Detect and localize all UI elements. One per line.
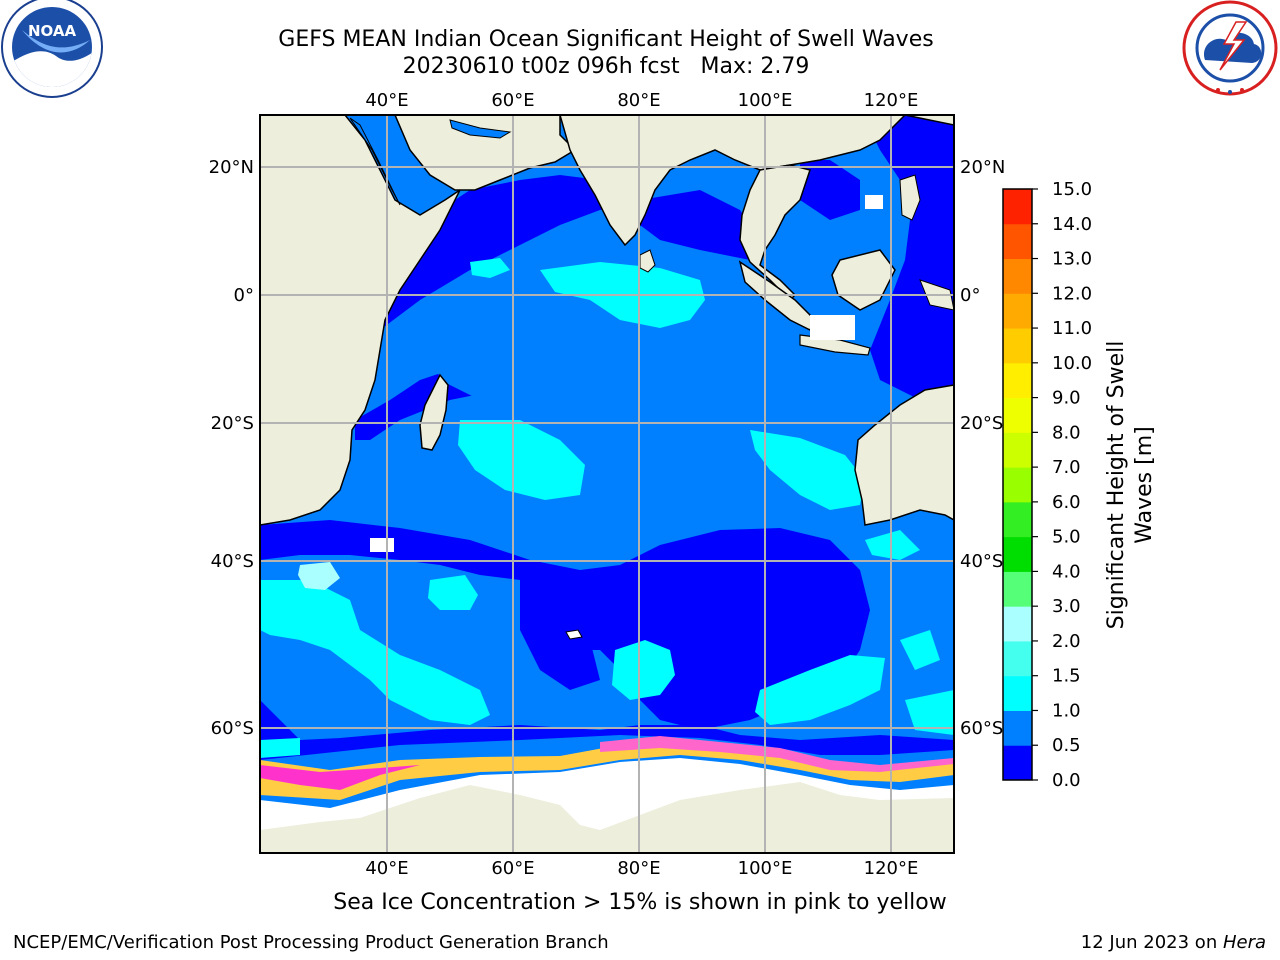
lat-label: 20°N	[960, 157, 1005, 178]
lon-label: 100°E	[738, 858, 793, 879]
colorbar-bin	[1003, 258, 1032, 294]
colorbar-bin	[1003, 710, 1032, 746]
colorbar-bin	[1003, 432, 1032, 468]
colorbar-tick-label: 3.0	[1052, 596, 1081, 617]
colorbar-tick-label: 7.0	[1052, 457, 1081, 478]
colorbar-label-line2: Waves [m]	[1132, 426, 1157, 543]
nws-logo	[1182, 0, 1278, 96]
colorbar-tick-label: 8.0	[1052, 422, 1081, 443]
colorbar-bin	[1003, 606, 1032, 642]
colorbar-tick-label: 1.0	[1052, 700, 1081, 721]
colorbar-bin	[1003, 328, 1032, 364]
colorbar-bin	[1003, 536, 1032, 572]
colorbar: 0.0 0.5 1.0 1.5 2.0 3.0 4.0 5.0 6.0 7.0 8.0 9.0 10.0…	[1002, 179, 1157, 791]
lon-label: 80°E	[617, 90, 660, 111]
lat-label: 40°S	[960, 551, 1003, 572]
footer-credit: NCEP/EMC/Verification Post Processing Pr…	[13, 932, 609, 953]
colorbar-bin	[1003, 745, 1032, 781]
lat-labels-left: 20°N 0° 20°S 40°S 60°S	[209, 157, 254, 739]
australia-land	[854, 384, 954, 526]
colorbar-bin	[1003, 675, 1032, 711]
colorbar-tick-label: 0.5	[1052, 735, 1081, 756]
footer-date: 12 Jun 2023 on Hera	[1081, 932, 1266, 953]
colorbar-tick-label: 0.0	[1052, 770, 1081, 791]
lat-label: 0°	[960, 285, 980, 306]
colorbar-tick-label: 9.0	[1052, 388, 1081, 409]
lat-labels-right: 20°N 0° 20°S 40°S 60°S	[960, 157, 1005, 739]
lat-label: 20°S	[211, 413, 254, 434]
colorbar-bin	[1003, 223, 1032, 260]
noaa-logo: NOAA	[1, 0, 103, 98]
lon-label: 60°E	[491, 90, 534, 111]
colorbar-bins	[1003, 189, 1032, 781]
colorbar-tick-label: 6.0	[1052, 492, 1081, 513]
sea-ice-note: Sea Ice Concentration > 15% is shown in …	[333, 890, 947, 915]
asia-land	[559, 115, 954, 247]
map-panel	[260, 115, 954, 853]
map-title: GEFS MEAN Indian Ocean Significant Heigh…	[278, 27, 934, 52]
colorbar-bin	[1003, 189, 1032, 225]
colorbar-label-line1: Significant Height of Swell	[1104, 341, 1129, 630]
lat-label: 0°	[234, 285, 254, 306]
colorbar-tick-label: 1.5	[1052, 666, 1081, 687]
sea-ice-band	[260, 736, 954, 800]
footer-host: Hera	[1222, 932, 1266, 953]
footer-date-text: 12 Jun 2023 on	[1080, 932, 1223, 953]
lat-label: 20°S	[960, 413, 1003, 434]
colorbar-tick-label: 11.0	[1052, 318, 1092, 339]
lat-label: 40°S	[211, 551, 254, 572]
madagascar-land	[419, 373, 449, 451]
lon-label: 80°E	[617, 858, 660, 879]
lat-label: 20°N	[209, 157, 254, 178]
kerguelen-island	[565, 629, 583, 640]
colorbar-tick-label: 10.0	[1052, 353, 1092, 374]
colorbar-tick-label: 13.0	[1052, 249, 1092, 270]
colorbar-bin	[1003, 571, 1032, 607]
colorbar-tick-label: 5.0	[1052, 527, 1081, 548]
colorbar-tick-label: 12.0	[1052, 283, 1092, 304]
colorbar-ticks: 0.0 0.5 1.0 1.5 2.0 3.0 4.0 5.0 6.0 7.0 8.0 9.0 10.0…	[1032, 179, 1092, 791]
lat-label: 60°S	[960, 718, 1003, 739]
colorbar-bin	[1003, 362, 1032, 399]
lon-label: 120°E	[864, 90, 919, 111]
colorbar-tick-label: 15.0	[1052, 179, 1092, 200]
colorbar-bin	[1003, 397, 1032, 433]
noaa-logo-text: NOAA	[28, 22, 77, 40]
graticule	[260, 115, 954, 853]
lon-labels-top: 40°E 60°E 80°E 100°E 120°E	[365, 90, 918, 111]
lon-label: 40°E	[365, 90, 408, 111]
lon-label: 100°E	[738, 90, 793, 111]
colorbar-bin	[1003, 293, 1032, 329]
lon-label: 60°E	[491, 858, 534, 879]
colorbar-bin	[1003, 467, 1032, 503]
lat-label: 60°S	[211, 718, 254, 739]
antarctica-land	[260, 782, 954, 853]
map-frame	[259, 114, 955, 854]
lon-label: 120°E	[864, 858, 919, 879]
arabia-land	[394, 115, 577, 191]
lon-label: 40°E	[365, 858, 408, 879]
lon-labels-bottom: 40°E 60°E 80°E 100°E 120°E	[365, 858, 918, 879]
map-subtitle: 20230610 t00z 096h fcst Max: 2.79	[402, 54, 810, 79]
colorbar-tick-label: 2.0	[1052, 631, 1081, 652]
colorbar-frame	[1002, 188, 1033, 781]
colorbar-bin	[1003, 640, 1032, 677]
colorbar-tick-label: 14.0	[1052, 214, 1092, 235]
swell-cyan-regions	[260, 258, 954, 758]
colorbar-bin	[1003, 501, 1032, 538]
colorbar-tick-label: 4.0	[1052, 561, 1081, 582]
indochina-land	[739, 164, 811, 302]
